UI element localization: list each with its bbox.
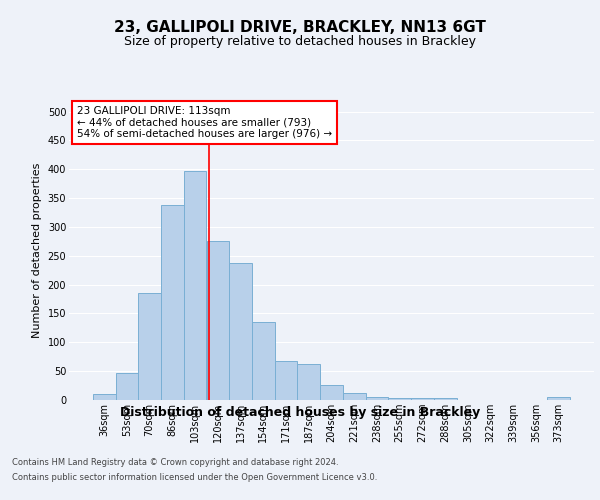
Bar bbox=[93, 394, 116, 400]
Bar bbox=[206, 242, 229, 400]
Text: Size of property relative to detached houses in Brackley: Size of property relative to detached ho… bbox=[124, 34, 476, 48]
Text: 23 GALLIPOLI DRIVE: 113sqm
← 44% of detached houses are smaller (793)
54% of sem: 23 GALLIPOLI DRIVE: 113sqm ← 44% of deta… bbox=[77, 106, 332, 139]
Bar bbox=[275, 361, 298, 400]
Bar bbox=[411, 398, 434, 400]
Bar bbox=[252, 322, 275, 400]
Bar bbox=[388, 398, 411, 400]
Bar bbox=[365, 396, 388, 400]
Bar bbox=[229, 262, 252, 400]
Text: Distribution of detached houses by size in Brackley: Distribution of detached houses by size … bbox=[120, 406, 480, 419]
Text: Contains HM Land Registry data © Crown copyright and database right 2024.: Contains HM Land Registry data © Crown c… bbox=[12, 458, 338, 467]
Text: Contains public sector information licensed under the Open Government Licence v3: Contains public sector information licen… bbox=[12, 473, 377, 482]
Y-axis label: Number of detached properties: Number of detached properties bbox=[32, 162, 42, 338]
Bar bbox=[139, 294, 161, 400]
Bar bbox=[161, 205, 184, 400]
Bar bbox=[320, 385, 343, 400]
Bar bbox=[298, 364, 320, 400]
Bar bbox=[116, 374, 139, 400]
Bar bbox=[343, 393, 365, 400]
Bar bbox=[184, 171, 206, 400]
Bar bbox=[547, 397, 570, 400]
Bar bbox=[434, 398, 457, 400]
Text: 23, GALLIPOLI DRIVE, BRACKLEY, NN13 6GT: 23, GALLIPOLI DRIVE, BRACKLEY, NN13 6GT bbox=[114, 20, 486, 35]
